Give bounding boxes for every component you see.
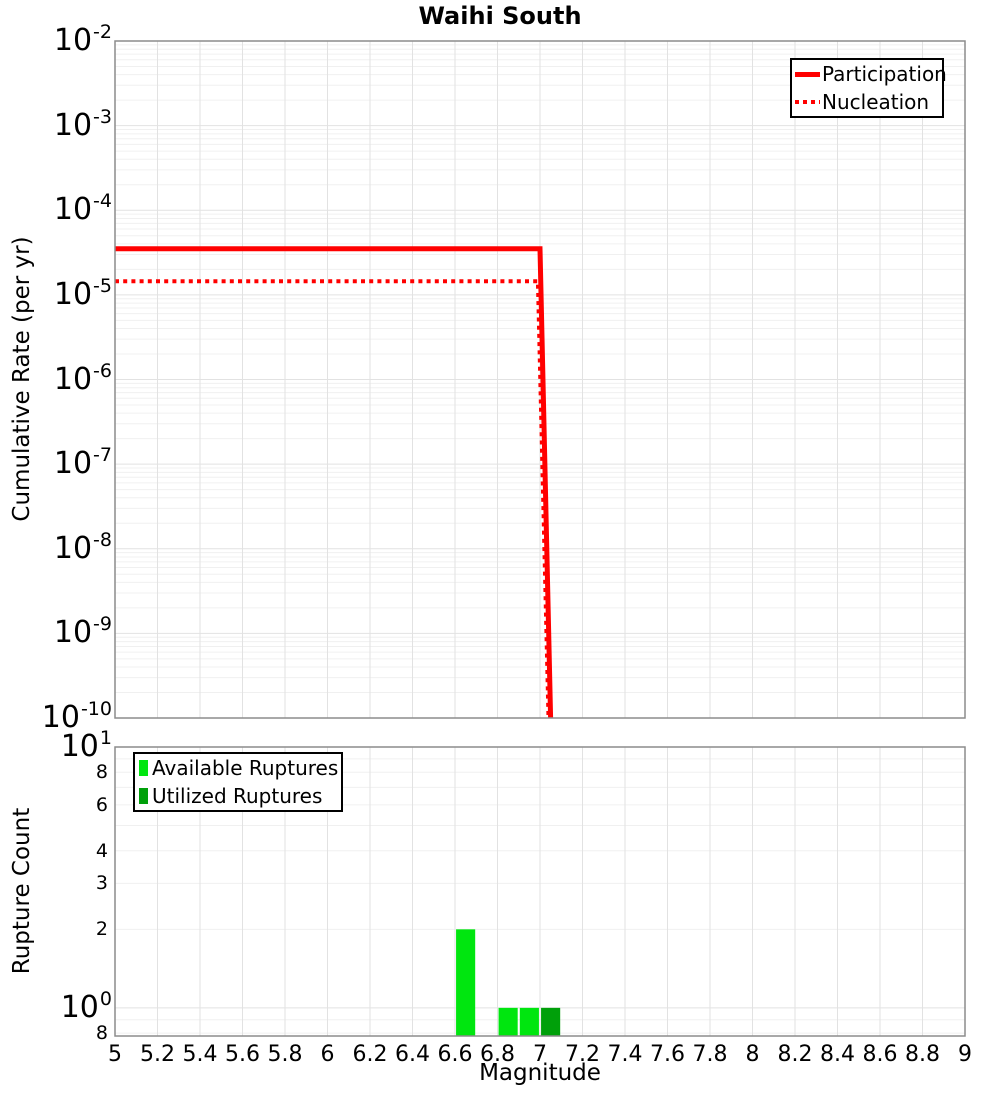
y-tick-label: 10-7 (53, 444, 112, 482)
y-tick-label: 10-9 (53, 613, 112, 651)
y-tick-label: 10-3 (53, 105, 112, 143)
available-ruptures-swatch-icon (139, 760, 148, 777)
participation-line-swatch-icon (795, 71, 820, 77)
x-tick-label: 6.6 (437, 1042, 473, 1067)
y-minor-tick-label: 2 (95, 918, 108, 941)
nucleation-line (115, 279, 551, 719)
plot-frame-count (114, 746, 966, 1037)
x-axis-title: Magnitude (479, 1060, 601, 1086)
y-minor-tick-label: 4 (95, 839, 108, 862)
y-minor-tick-label: 8 (95, 761, 108, 784)
x-tick-label: 8.4 (820, 1042, 855, 1067)
x-tick-label: 5.8 (267, 1042, 303, 1067)
y-minor-tick-label: 8 (95, 1022, 108, 1045)
nucleation-dotted-line-swatch-icon (795, 99, 820, 104)
x-tick-label: 8.8 (905, 1042, 940, 1067)
plot-frame-rate (114, 40, 966, 719)
y-minor-tick-label: 3 (95, 872, 108, 895)
x-tick-label: 5.6 (225, 1042, 260, 1067)
x-tick-label: 6 (320, 1042, 335, 1067)
utilized-rupture-bar (541, 1007, 561, 1036)
y-tick-label: 10-10 (41, 698, 112, 735)
x-tick-label: 5 (108, 1042, 122, 1067)
legend-label-available-ruptures: Available Ruptures (152, 756, 339, 781)
legend-ruptures: Available Ruptures Utilized Ruptures (133, 752, 343, 812)
x-tick-label: 7.4 (607, 1042, 643, 1067)
y-tick-label: 10-6 (53, 359, 112, 397)
available-rupture-bar (456, 929, 476, 1036)
x-tick-label: 7.2 (565, 1042, 600, 1067)
x-tick-label: 8.2 (777, 1042, 813, 1067)
available-rupture-bar (498, 1007, 518, 1036)
x-tick-label: 6.2 (352, 1042, 388, 1067)
x-tick-label: 7.6 (650, 1042, 685, 1067)
x-tick-label: 6.4 (395, 1042, 430, 1067)
legend-item-nucleation: Nucleation (795, 89, 940, 115)
y-tick-label: 100 (60, 987, 112, 1025)
x-tick-label: 8.6 (862, 1042, 898, 1067)
participation-line (115, 246, 554, 719)
x-tick-label: 8 (745, 1042, 760, 1067)
legend-item-participation: Participation (795, 61, 947, 87)
y-tick-label: 10-8 (53, 528, 112, 566)
y-tick-label: 10-5 (53, 274, 112, 312)
legend-label-utilized-ruptures: Utilized Ruptures (152, 783, 323, 808)
legend-item-utilized-ruptures: Utilized Ruptures (139, 783, 337, 809)
y-tick-label: 10-4 (53, 190, 112, 228)
x-tick-label: 7 (533, 1042, 547, 1067)
legend-item-available-ruptures: Available Ruptures (139, 755, 339, 781)
y-tick-label: 10-2 (53, 21, 112, 58)
available-rupture-bar (519, 1007, 539, 1036)
x-tick-label: 6.8 (480, 1042, 515, 1067)
legend-rate: Participation Nucleation (790, 58, 947, 118)
legend-label-participation: Participation (822, 62, 947, 87)
y-minor-tick-label: 6 (95, 793, 108, 816)
y-tick-label: 101 (60, 727, 112, 764)
utilized-ruptures-swatch-icon (139, 787, 148, 804)
x-tick-label: 7.8 (692, 1042, 728, 1067)
x-tick-label: 5.4 (182, 1042, 218, 1067)
x-tick-label: 5.2 (140, 1042, 175, 1067)
legend-label-nucleation: Nucleation (822, 89, 930, 114)
chart-title: Waihi South (418, 2, 582, 30)
x-tick-label: 9 (958, 1042, 972, 1067)
